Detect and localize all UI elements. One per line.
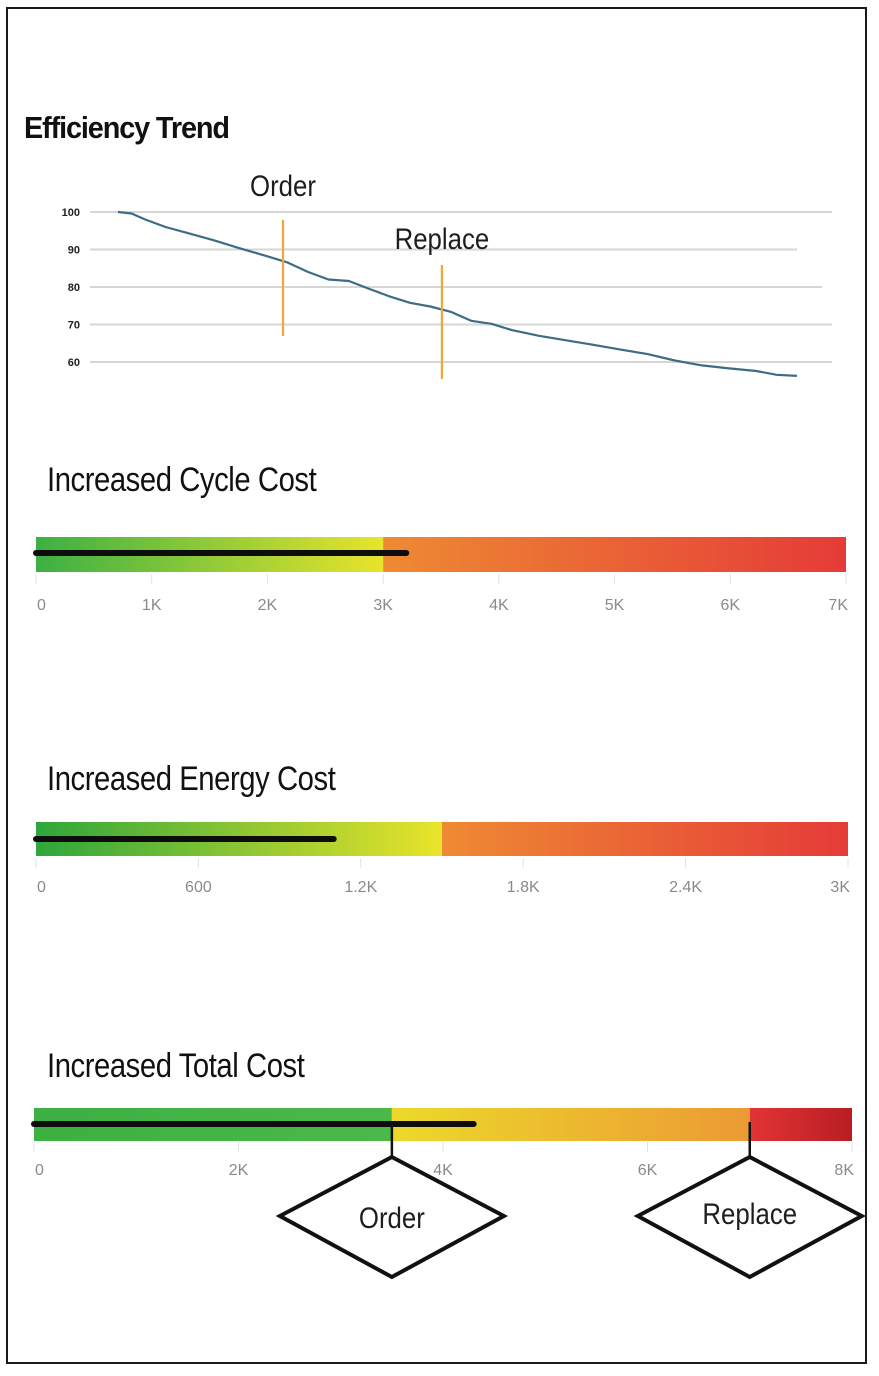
cycle-cost-title: Increased Cycle Cost	[47, 461, 317, 499]
energy-cost-title: Increased Energy Cost	[47, 760, 336, 798]
x-tick-label: 1.2K	[344, 879, 377, 896]
threshold-label-replace: Replace	[702, 1197, 797, 1230]
y-tick-label: 100	[62, 207, 80, 219]
x-tick-label: 2K	[258, 597, 278, 614]
efficiency-trend-chart: 100 90 80 70 60 Order Replace	[62, 169, 832, 379]
x-tick-label: 4K	[433, 1162, 453, 1179]
threshold-label-order: Order	[359, 1201, 425, 1234]
x-tick-label: 4K	[489, 597, 509, 614]
x-tick-label: 8K	[834, 1162, 854, 1179]
efficiency-trend-title: Efficiency Trend	[24, 110, 230, 145]
x-tick-label: 2.4K	[669, 879, 702, 896]
x-tick-label: 0	[35, 1162, 44, 1179]
marker-label-order: Order	[250, 169, 316, 202]
efficiency-line	[117, 210, 798, 377]
x-tick-label: 2K	[229, 1162, 249, 1179]
y-tick-label: 80	[68, 282, 80, 294]
marker-label-replace: Replace	[395, 222, 490, 255]
x-tick-label: 0	[37, 597, 46, 614]
x-tick-label: 1.8K	[507, 879, 540, 896]
x-tick-label: 6K	[638, 1162, 658, 1179]
x-tick-label: 1K	[142, 597, 162, 614]
energy-cost-bullet-chart: 0 600 1.2K 1.8K 2.4K 3K	[33, 822, 850, 896]
x-tick-label: 600	[185, 879, 212, 896]
range-band	[442, 822, 848, 856]
y-tick-label: 60	[68, 357, 80, 369]
y-tick-label: 70	[68, 320, 80, 332]
total-cost-title: Increased Total Cost	[47, 1047, 305, 1085]
x-tick-label: 3K	[830, 879, 850, 896]
range-band	[383, 537, 846, 572]
x-tick-label: 7K	[828, 597, 848, 614]
range-band	[749, 1108, 852, 1141]
threshold-diamond-order	[275, 1154, 509, 1280]
total-cost-bullet-chart: 0 2K 4K 6K 8K Order Replace	[31, 1108, 866, 1280]
x-tick-label: 3K	[373, 597, 393, 614]
x-tick-label: 5K	[605, 597, 625, 614]
x-tick-label: 6K	[720, 597, 740, 614]
threshold-diamond-replace	[633, 1154, 866, 1280]
cycle-cost-bullet-chart: 0 1K 2K 3K 4K 5K 6K 7K	[33, 537, 848, 614]
y-tick-label: 90	[68, 245, 80, 257]
x-tick-label: 0	[37, 879, 46, 896]
